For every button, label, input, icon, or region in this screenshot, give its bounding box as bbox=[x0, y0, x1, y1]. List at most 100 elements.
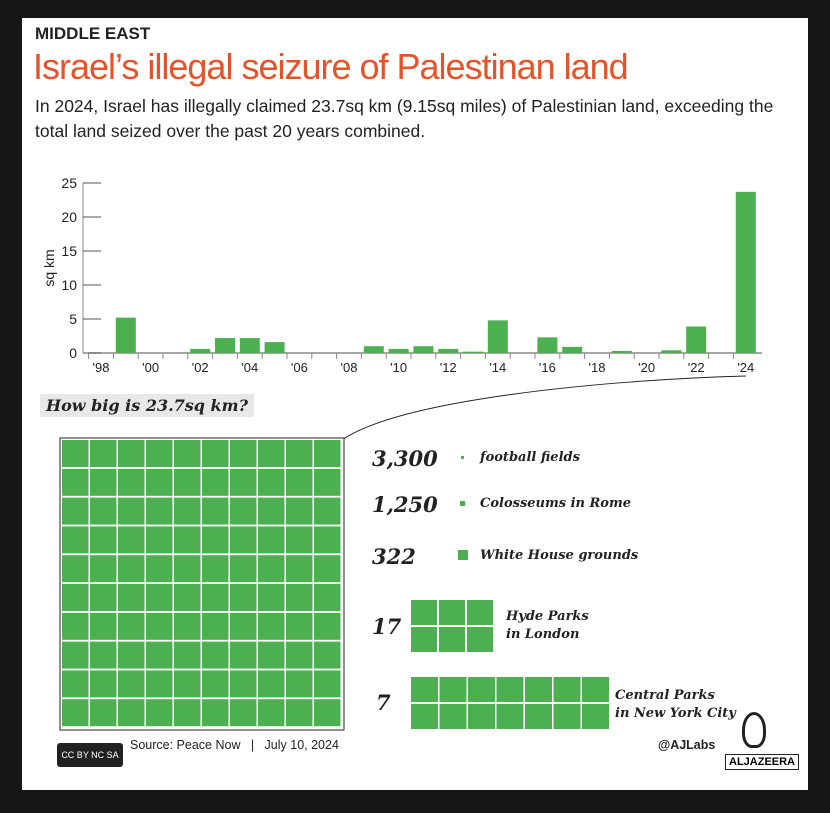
hyde-park-block bbox=[439, 627, 465, 652]
central-park-block bbox=[411, 704, 438, 729]
grid-cell bbox=[286, 440, 313, 467]
bar-2019 bbox=[611, 350, 632, 353]
grid-cell bbox=[314, 555, 341, 583]
grid-cell bbox=[118, 497, 145, 525]
bar-2012 bbox=[438, 348, 459, 353]
colosseum-square bbox=[460, 501, 465, 506]
x-tick-label: '24 bbox=[737, 360, 754, 375]
grid-cell bbox=[258, 468, 285, 496]
grid-cell bbox=[258, 612, 285, 640]
bar-2003 bbox=[215, 338, 235, 353]
hyde-park-block bbox=[439, 600, 465, 625]
grid-cell bbox=[174, 526, 201, 554]
grid-cell bbox=[258, 670, 285, 698]
grid-cell bbox=[146, 497, 173, 525]
grid-cell bbox=[146, 612, 173, 640]
x-tick-label: '02 bbox=[192, 360, 209, 375]
grid-cell bbox=[230, 526, 257, 554]
grid-cell bbox=[202, 468, 229, 496]
grid-cell bbox=[314, 440, 341, 467]
grid-cell bbox=[202, 670, 229, 698]
grid-cell bbox=[202, 699, 229, 727]
central-park-block bbox=[468, 704, 495, 729]
central-park-block bbox=[468, 677, 495, 702]
grid-cell bbox=[314, 468, 341, 496]
bar-2010 bbox=[388, 348, 409, 353]
grid-cell bbox=[90, 584, 117, 611]
grid-cell bbox=[118, 670, 145, 698]
x-tick-label: '22 bbox=[688, 360, 705, 375]
grid-cell bbox=[230, 699, 257, 727]
grid-cell bbox=[286, 584, 313, 611]
count: 1,250 bbox=[372, 492, 438, 517]
grid-cell bbox=[174, 641, 201, 669]
grid-cell bbox=[230, 440, 257, 467]
grid-cell bbox=[314, 670, 341, 698]
y-tick-label: 0 bbox=[69, 345, 77, 361]
grid-cell bbox=[202, 440, 229, 467]
grid-cell bbox=[174, 670, 201, 698]
count: 3,300 bbox=[372, 446, 438, 471]
grid-cell bbox=[146, 555, 173, 583]
grid-cell bbox=[174, 612, 201, 640]
bar-2017 bbox=[562, 346, 583, 353]
grid-cell bbox=[62, 555, 89, 583]
source: Source: Peace Now | July 10, 2024 bbox=[130, 738, 339, 752]
grid-cell bbox=[90, 440, 117, 467]
grid-cell bbox=[146, 670, 173, 698]
grid-cell bbox=[314, 641, 341, 669]
grid-cell bbox=[314, 497, 341, 525]
grid-cell bbox=[202, 555, 229, 583]
x-tick-label: '16 bbox=[539, 360, 556, 375]
grid-cell bbox=[174, 468, 201, 496]
grid-cell bbox=[314, 584, 341, 611]
bar-2022 bbox=[686, 326, 707, 353]
grid-cell bbox=[118, 612, 145, 640]
grid-cell bbox=[202, 641, 229, 669]
grid-cell bbox=[90, 612, 117, 640]
central-park-block bbox=[496, 704, 524, 729]
grid-cell bbox=[230, 555, 257, 583]
grid-cell bbox=[230, 497, 257, 525]
bar-2002 bbox=[190, 348, 211, 353]
hyde-park-block bbox=[467, 600, 493, 625]
comparison-label: football fields bbox=[480, 450, 580, 465]
grid-cell bbox=[118, 468, 145, 496]
bar-2011 bbox=[413, 346, 434, 353]
grid-cell bbox=[62, 670, 89, 698]
grid-cell bbox=[286, 497, 313, 525]
central-park-block bbox=[525, 704, 552, 729]
grid-cell bbox=[146, 526, 173, 554]
hyde-park-block bbox=[411, 627, 437, 652]
central-park-block bbox=[582, 704, 609, 729]
page-title: Israel’s illegal seizure of Palestinan l… bbox=[33, 46, 629, 87]
grid-cell bbox=[230, 584, 257, 611]
handle: @AJLabs bbox=[658, 738, 716, 752]
aljazeera-emblem-icon bbox=[742, 712, 766, 748]
grid-cell bbox=[258, 584, 285, 611]
bar-1999 bbox=[115, 317, 136, 353]
x-tick-label: '98 bbox=[93, 360, 110, 375]
hyde-park-block bbox=[411, 600, 437, 625]
central-park-block bbox=[582, 677, 609, 702]
x-tick-label: '18 bbox=[589, 360, 606, 375]
grid-cell bbox=[62, 584, 89, 611]
x-tick-label: '14 bbox=[489, 360, 506, 375]
kicker: MIDDLE EAST bbox=[35, 24, 151, 43]
grid-cell bbox=[230, 468, 257, 496]
central-park-block bbox=[496, 677, 524, 702]
comparison-question: How big is 23.7sq km? bbox=[40, 394, 254, 417]
grid-cell bbox=[258, 555, 285, 583]
bar-2004 bbox=[239, 338, 260, 353]
football-field-square bbox=[461, 456, 464, 459]
cc-license-icon: CC BY NC SA bbox=[57, 743, 123, 767]
grid-cell bbox=[258, 497, 285, 525]
bar-2009 bbox=[363, 346, 384, 353]
x-tick-label: '10 bbox=[390, 360, 407, 375]
grid-cell bbox=[174, 699, 201, 727]
count: 7 bbox=[376, 690, 391, 715]
grid-cell bbox=[258, 526, 285, 554]
grid-cell bbox=[202, 497, 229, 525]
grid-cell bbox=[146, 468, 173, 496]
